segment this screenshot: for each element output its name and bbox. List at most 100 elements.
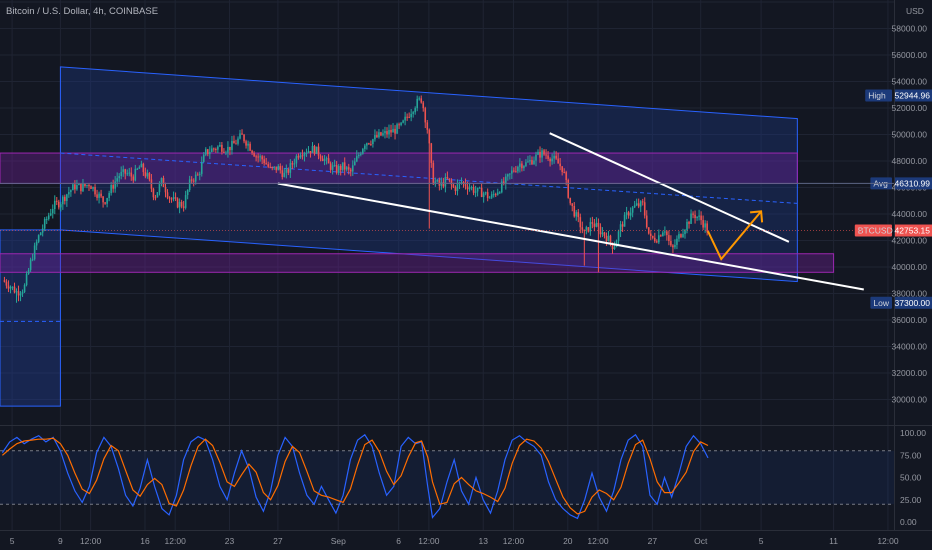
- candle-body[interactable]: [114, 181, 116, 189]
- candle-body[interactable]: [74, 184, 76, 190]
- candle-body[interactable]: [126, 173, 129, 175]
- candle-body[interactable]: [430, 143, 433, 163]
- candle-body[interactable]: [617, 231, 620, 241]
- candle-body[interactable]: [631, 207, 634, 213]
- candle-body[interactable]: [211, 148, 213, 153]
- candle-body[interactable]: [325, 158, 328, 160]
- candle-body[interactable]: [607, 235, 610, 242]
- candle-body[interactable]: [674, 244, 676, 248]
- candle-body[interactable]: [343, 162, 346, 170]
- candle-body[interactable]: [517, 166, 519, 172]
- candle-body[interactable]: [545, 154, 547, 156]
- candle-body[interactable]: [273, 166, 276, 168]
- candle-body[interactable]: [98, 193, 100, 198]
- candle-body[interactable]: [404, 116, 406, 121]
- candle-body[interactable]: [422, 102, 425, 109]
- candle-body[interactable]: [341, 162, 344, 170]
- candle-body[interactable]: [402, 120, 404, 123]
- candle-body[interactable]: [412, 112, 414, 114]
- projection-arrowhead[interactable]: [750, 210, 764, 223]
- candle-body[interactable]: [190, 179, 193, 181]
- candle-body[interactable]: [255, 156, 257, 158]
- candle-body[interactable]: [559, 163, 561, 167]
- candle-body[interactable]: [86, 184, 88, 187]
- candle-body[interactable]: [239, 133, 241, 139]
- candle-body[interactable]: [92, 187, 94, 189]
- candle-body[interactable]: [370, 143, 372, 145]
- candle-body[interactable]: [66, 194, 68, 201]
- candle-body[interactable]: [593, 223, 596, 227]
- stochastic-panel[interactable]: [0, 433, 894, 520]
- candle-body[interactable]: [192, 180, 195, 182]
- candle-body[interactable]: [37, 235, 40, 242]
- candle-body[interactable]: [643, 202, 646, 216]
- candle-body[interactable]: [406, 116, 408, 118]
- candle-body[interactable]: [609, 235, 612, 243]
- candle-body[interactable]: [702, 220, 704, 228]
- candle-body[interactable]: [339, 165, 342, 170]
- candle-body[interactable]: [355, 156, 358, 162]
- candle-body[interactable]: [672, 245, 674, 248]
- candle-body[interactable]: [144, 172, 147, 177]
- candle-body[interactable]: [513, 170, 515, 172]
- candle-body[interactable]: [122, 169, 125, 172]
- candle-body[interactable]: [120, 171, 123, 177]
- candle-body[interactable]: [641, 201, 644, 203]
- candle-body[interactable]: [353, 161, 356, 166]
- candle-body[interactable]: [289, 163, 292, 173]
- candle-body[interactable]: [462, 182, 465, 184]
- candle-body[interactable]: [581, 227, 584, 230]
- candle-body[interactable]: [78, 183, 80, 186]
- candle-body[interactable]: [102, 196, 104, 203]
- candle-body[interactable]: [43, 219, 46, 229]
- candle-body[interactable]: [533, 160, 535, 165]
- candle-body[interactable]: [565, 172, 567, 180]
- candle-body[interactable]: [464, 182, 467, 187]
- candle-body[interactable]: [519, 163, 521, 167]
- candle-body[interactable]: [184, 195, 187, 208]
- candle-body[interactable]: [396, 124, 398, 134]
- candle-body[interactable]: [390, 129, 392, 133]
- candle-body[interactable]: [625, 212, 628, 215]
- candle-body[interactable]: [386, 131, 388, 135]
- candle-body[interactable]: [605, 235, 608, 242]
- candle-body[interactable]: [321, 158, 324, 162]
- candle-body[interactable]: [486, 192, 489, 198]
- candle-body[interactable]: [146, 173, 149, 177]
- candles-layer[interactable]: [3, 95, 708, 303]
- candle-body[interactable]: [408, 116, 410, 118]
- candle-body[interactable]: [547, 155, 549, 159]
- upper-trendline[interactable]: [549, 132, 790, 243]
- candle-body[interactable]: [275, 166, 278, 171]
- candle-body[interactable]: [265, 163, 267, 165]
- candle-body[interactable]: [446, 177, 449, 179]
- candle-body[interactable]: [549, 158, 551, 162]
- candle-body[interactable]: [374, 135, 376, 140]
- support-zone[interactable]: [0, 253, 835, 273]
- candle-body[interactable]: [219, 144, 221, 147]
- candle-body[interactable]: [440, 182, 443, 186]
- candle-body[interactable]: [595, 222, 598, 227]
- candle-body[interactable]: [164, 186, 167, 193]
- candle-body[interactable]: [194, 174, 197, 182]
- candle-body[interactable]: [686, 221, 688, 231]
- candle-body[interactable]: [392, 128, 394, 133]
- candle-body[interactable]: [551, 158, 553, 162]
- candle-body[interactable]: [166, 192, 169, 198]
- candle-body[interactable]: [112, 185, 114, 189]
- candle-body[interactable]: [444, 177, 447, 187]
- candle-body[interactable]: [333, 165, 336, 167]
- candle-body[interactable]: [629, 212, 632, 216]
- candle-body[interactable]: [448, 178, 451, 181]
- candle-body[interactable]: [100, 193, 102, 197]
- candle-body[interactable]: [9, 287, 12, 289]
- candle-body[interactable]: [158, 183, 161, 193]
- candle-body[interactable]: [178, 201, 181, 208]
- candle-body[interactable]: [231, 140, 233, 151]
- candle-body[interactable]: [432, 162, 435, 185]
- candle-body[interactable]: [585, 227, 588, 230]
- candle-body[interactable]: [474, 191, 477, 193]
- candle-body[interactable]: [619, 224, 622, 232]
- candle-body[interactable]: [539, 151, 541, 158]
- candle-body[interactable]: [215, 148, 217, 150]
